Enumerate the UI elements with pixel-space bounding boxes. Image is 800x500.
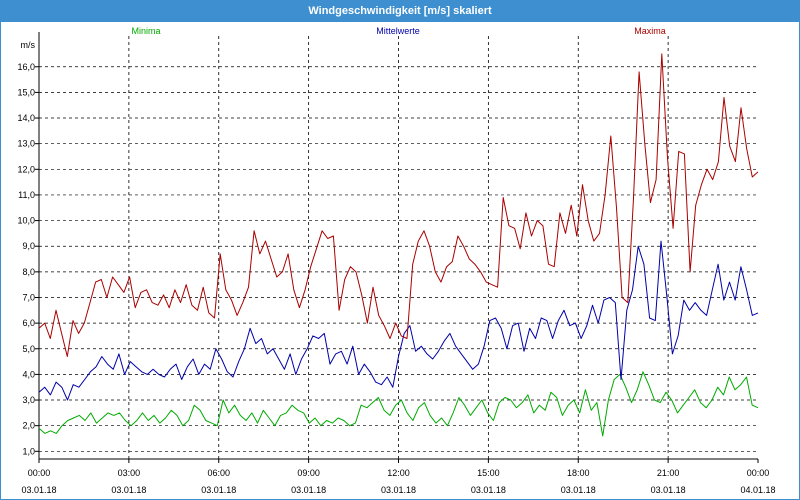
y-tick-label: 1,0: [22, 446, 35, 456]
legend-entry-maxima: Maxima: [634, 26, 666, 36]
y-tick-label: 10,0: [17, 216, 35, 226]
plot-frame: [1, 22, 799, 499]
series-line-maxima: [38, 53, 759, 357]
chart-title: Windgeschwindigkeit [m/s] skaliert: [308, 5, 492, 17]
series-line-minima: [38, 371, 759, 437]
x-tick-date: 03.01.18: [471, 485, 506, 495]
x-tick-time: 06:00: [207, 468, 230, 478]
y-tick-label: 3,0: [22, 395, 35, 405]
x-tick-date: 03.01.18: [21, 485, 56, 495]
legend-entry-mittelwerte: Mittelwerte: [376, 26, 420, 36]
x-tick-date: 03.01.18: [381, 485, 416, 495]
x-tick-date: 03.01.18: [561, 485, 596, 495]
y-tick-label: 14,0: [17, 113, 35, 123]
x-tick-time: 15:00: [477, 468, 500, 478]
x-tick-time: 18:00: [567, 468, 590, 478]
y-tick-label: 15,0: [17, 87, 35, 97]
x-tick-date: 03.01.18: [201, 485, 236, 495]
x-tick-time: 12:00: [387, 468, 410, 478]
x-tick-time: 00:00: [747, 468, 770, 478]
y-tick-label: 11,0: [18, 190, 35, 200]
y-tick-label: 9,0: [22, 241, 35, 251]
y-tick-label: 16,0: [17, 62, 35, 72]
y-tick-label: 6,0: [22, 318, 35, 328]
x-tick-time: 09:00: [297, 468, 320, 478]
y-tick-label: 5,0: [22, 344, 35, 354]
y-tick-label: 12,0: [17, 164, 35, 174]
x-tick-date: 03.01.18: [291, 485, 326, 495]
y-tick-label: 7,0: [22, 292, 35, 302]
y-tick-label: 2,0: [22, 421, 35, 431]
x-tick-date: 03.01.18: [111, 485, 146, 495]
y-axis-label: m/s: [21, 40, 36, 50]
x-tick-date: 04.01.18: [740, 485, 775, 495]
x-tick-time: 21:00: [657, 468, 680, 478]
x-tick-time: 03:00: [118, 468, 141, 478]
y-tick-label: 8,0: [22, 267, 35, 277]
x-tick-time: 00:00: [28, 468, 51, 478]
y-tick-label: 13,0: [17, 139, 35, 149]
x-tick-date: 03.01.18: [651, 485, 686, 495]
y-tick-label: 4,0: [22, 369, 35, 379]
series-line-mittelwerte: [38, 240, 759, 401]
legend-entry-minima: Minima: [131, 26, 160, 36]
